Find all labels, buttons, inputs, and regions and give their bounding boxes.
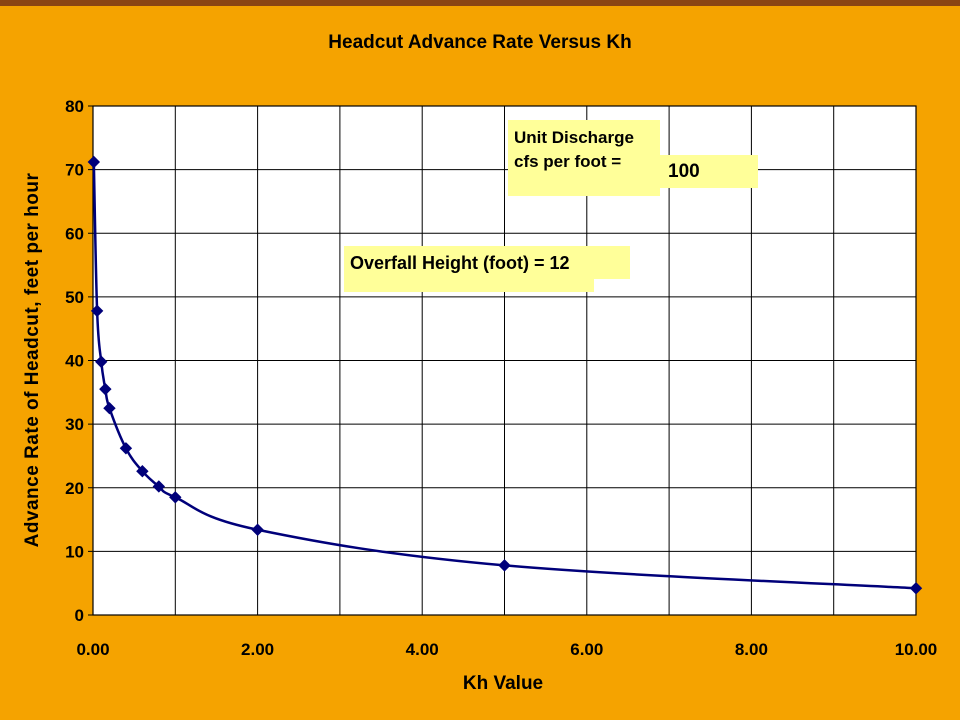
data-point bbox=[136, 465, 149, 478]
x-tick-label: 6.00 bbox=[570, 640, 603, 659]
x-tick-label: 2.00 bbox=[241, 640, 274, 659]
y-tick-label: 60 bbox=[65, 224, 84, 243]
y-tick-label: 0 bbox=[75, 606, 84, 625]
data-point bbox=[87, 155, 101, 169]
data-point bbox=[99, 382, 112, 396]
unit-discharge-line2: cfs per foot = bbox=[514, 152, 622, 171]
x-tick-label: 0.00 bbox=[76, 640, 109, 659]
x-tick-label: 4.00 bbox=[406, 640, 439, 659]
plot-border bbox=[92, 105, 917, 616]
data-point bbox=[119, 442, 133, 455]
y-tick-label: 10 bbox=[65, 542, 84, 561]
data-point bbox=[152, 480, 166, 493]
y-tick-label: 50 bbox=[65, 288, 84, 307]
unit-discharge-line1: Unit Discharge bbox=[514, 128, 634, 147]
x-axis-label: Kh Value bbox=[462, 673, 544, 694]
y-tick-label: 40 bbox=[65, 352, 84, 371]
y-tick-label: 80 bbox=[65, 97, 84, 116]
data-point bbox=[103, 402, 116, 415]
x-tick-label: 10.00 bbox=[895, 640, 938, 659]
unit-discharge-value: 100 bbox=[660, 155, 758, 188]
unit-discharge-note: Unit Discharge cfs per foot = bbox=[508, 120, 660, 196]
chart-title: Headcut Advance Rate Versus Kh bbox=[328, 32, 632, 53]
x-tick-label: 8.00 bbox=[735, 640, 768, 659]
y-tick-label: 70 bbox=[65, 161, 84, 180]
data-point bbox=[498, 559, 511, 572]
y-tick-label: 30 bbox=[65, 415, 84, 434]
y-tick-label: 20 bbox=[65, 479, 84, 498]
data-point bbox=[90, 304, 104, 318]
data-point bbox=[251, 523, 264, 536]
data-point bbox=[909, 582, 923, 595]
overfall-height-note-ext bbox=[344, 279, 594, 292]
data-point bbox=[95, 355, 108, 368]
overfall-height-note: Overfall Height (foot) = 12 bbox=[344, 246, 630, 279]
data-point bbox=[169, 491, 182, 504]
top-border bbox=[0, 0, 960, 6]
